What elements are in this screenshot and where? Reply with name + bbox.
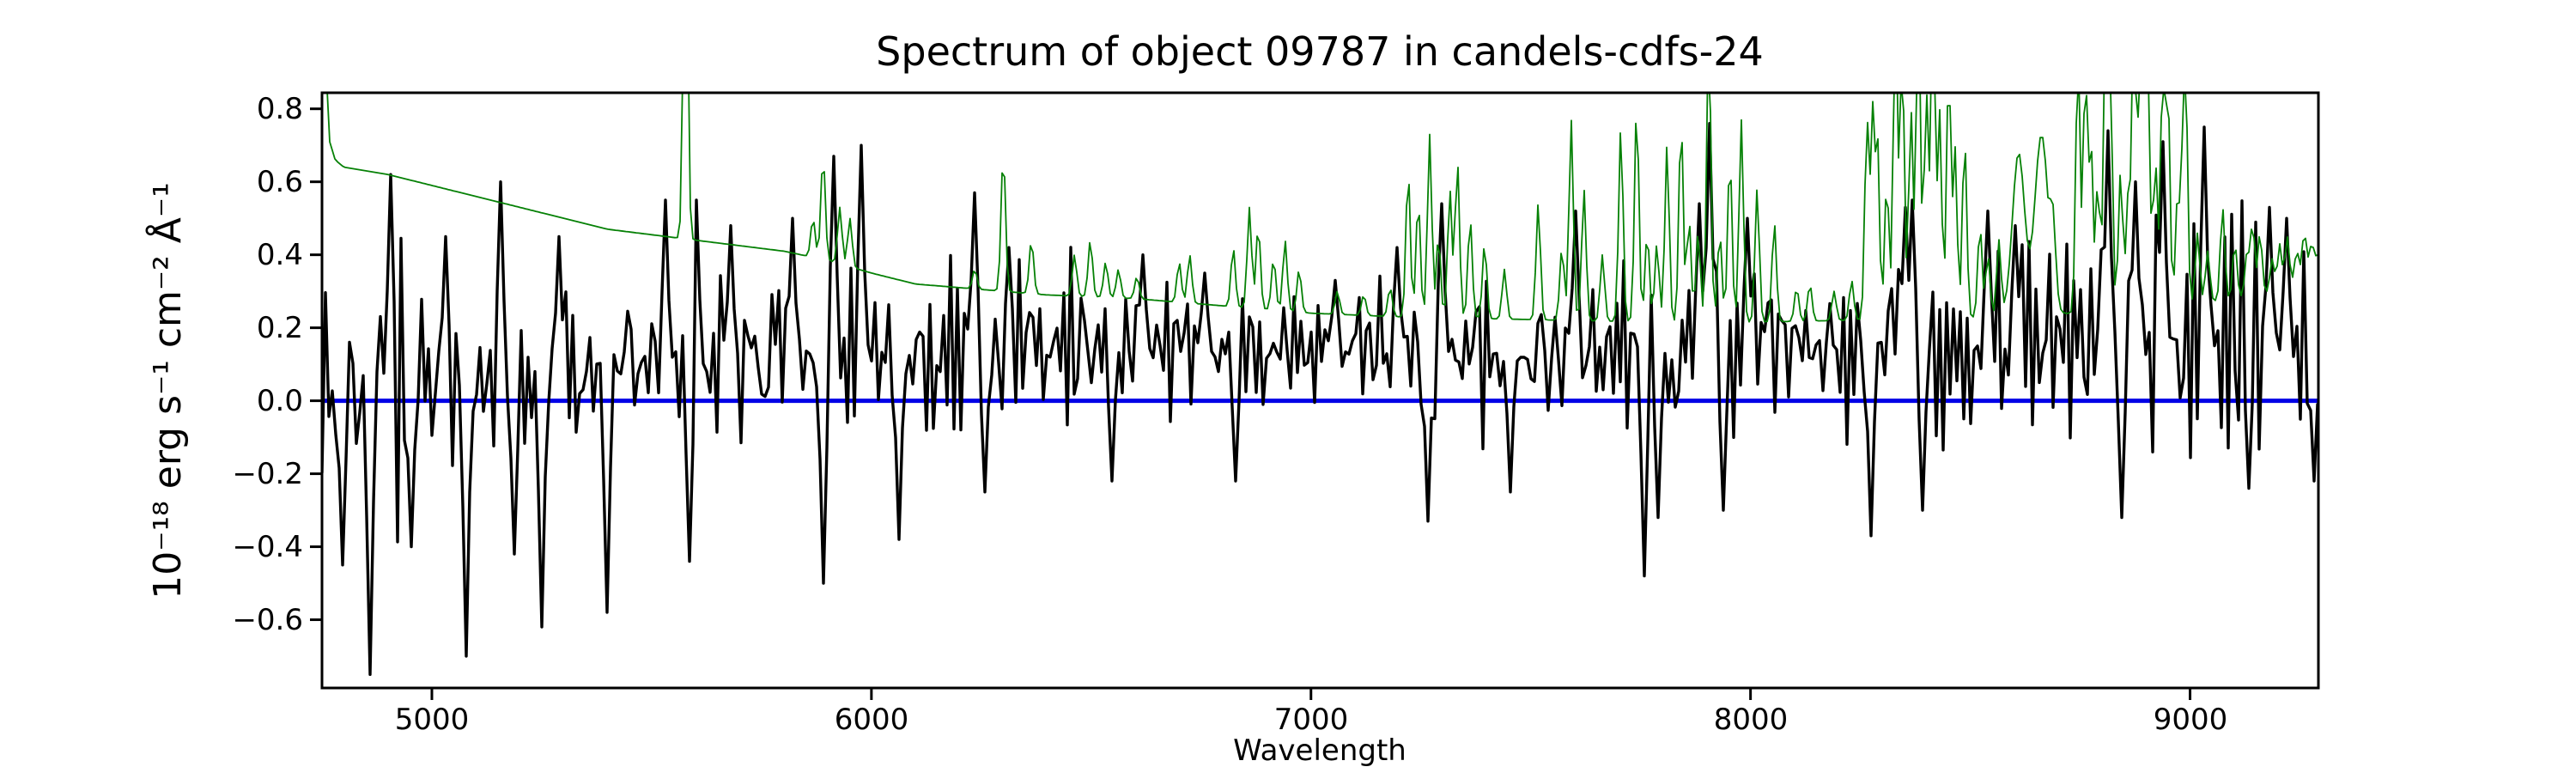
x-tick-label: 9000 bbox=[2153, 703, 2228, 737]
x-tick-label: 7000 bbox=[1273, 703, 1349, 737]
y-tick-label: −0.2 bbox=[232, 457, 303, 491]
y-tick-label: 0.2 bbox=[256, 311, 303, 345]
y-tick-label: −0.6 bbox=[232, 603, 303, 637]
y-tick-label: 0.8 bbox=[256, 92, 303, 126]
x-tick-label: 8000 bbox=[1713, 703, 1789, 737]
object-flux-curve bbox=[322, 122, 2318, 676]
y-tick-label: −0.4 bbox=[232, 530, 303, 564]
sky-noise-curve bbox=[326, 93, 2318, 323]
y-tick-label: 0.0 bbox=[256, 384, 303, 418]
plot-title: Spectrum of object 09787 in candels-cdfs… bbox=[876, 28, 1764, 75]
plot-area bbox=[322, 93, 2318, 676]
axes-spines bbox=[320, 91, 2320, 690]
x-tick-label: 6000 bbox=[834, 703, 909, 737]
x-tick-label: 5000 bbox=[394, 703, 470, 737]
x-axis-label: Wavelength bbox=[1233, 733, 1406, 768]
y-tick-label: 0.6 bbox=[256, 165, 303, 199]
y-axis-label: 10⁻¹⁸ erg s⁻¹ cm⁻² Å⁻¹ bbox=[146, 182, 190, 600]
y-tick-label: 0.4 bbox=[256, 238, 303, 272]
